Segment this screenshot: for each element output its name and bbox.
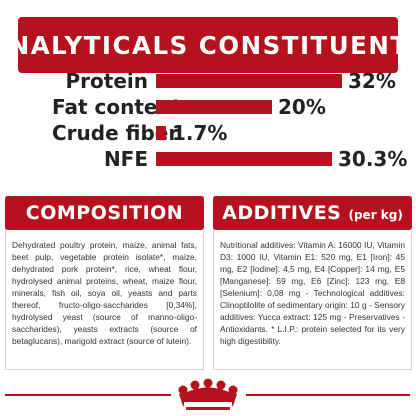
protein-label: Protein: [65, 69, 148, 93]
protein-value: 32%: [348, 69, 396, 93]
nfe-value: 30.3%: [338, 147, 408, 171]
fat-content-label: Fat content: [52, 95, 182, 119]
additives-title: ADDITIVES: [222, 202, 342, 224]
nfe-label: NFE: [103, 147, 148, 171]
composition-panel: COMPOSITION Dehydrated poultry protein, …: [5, 196, 204, 370]
additives-unit: (per kg): [348, 208, 403, 222]
crude-fiber-value: 1.7%: [172, 121, 228, 145]
analytics-title: ANALYTICALS CONSTITUENTS: [0, 30, 416, 60]
additives-header: ADDITIVES (per kg): [213, 196, 412, 230]
composition-title: COMPOSITION: [25, 202, 184, 224]
fat-content-bar: [156, 100, 272, 114]
footer-line-right: [246, 394, 410, 396]
composition-header: COMPOSITION: [5, 196, 204, 230]
additives-panel: ADDITIVES (per kg) Nutritional additives…: [213, 196, 412, 370]
crude-fiber-bar: [156, 126, 166, 140]
nfe-bar: [156, 152, 332, 166]
additives-text: Nutritional additives: Vitamin A: 16000 …: [220, 240, 405, 346]
footer-line-left: [5, 394, 171, 396]
fat-content-value: 20%: [278, 95, 326, 119]
additives-title-line: ADDITIVES (per kg): [222, 202, 403, 224]
composition-text: Dehydrated poultry protein, maize, anima…: [12, 240, 197, 346]
crude-fiber-label: Crude fiber: [52, 121, 179, 145]
crown-icon: [178, 378, 238, 410]
protein-bar: [156, 74, 342, 88]
analytics-banner: ANALYTICALS CONSTITUENTS: [0, 17, 416, 73]
